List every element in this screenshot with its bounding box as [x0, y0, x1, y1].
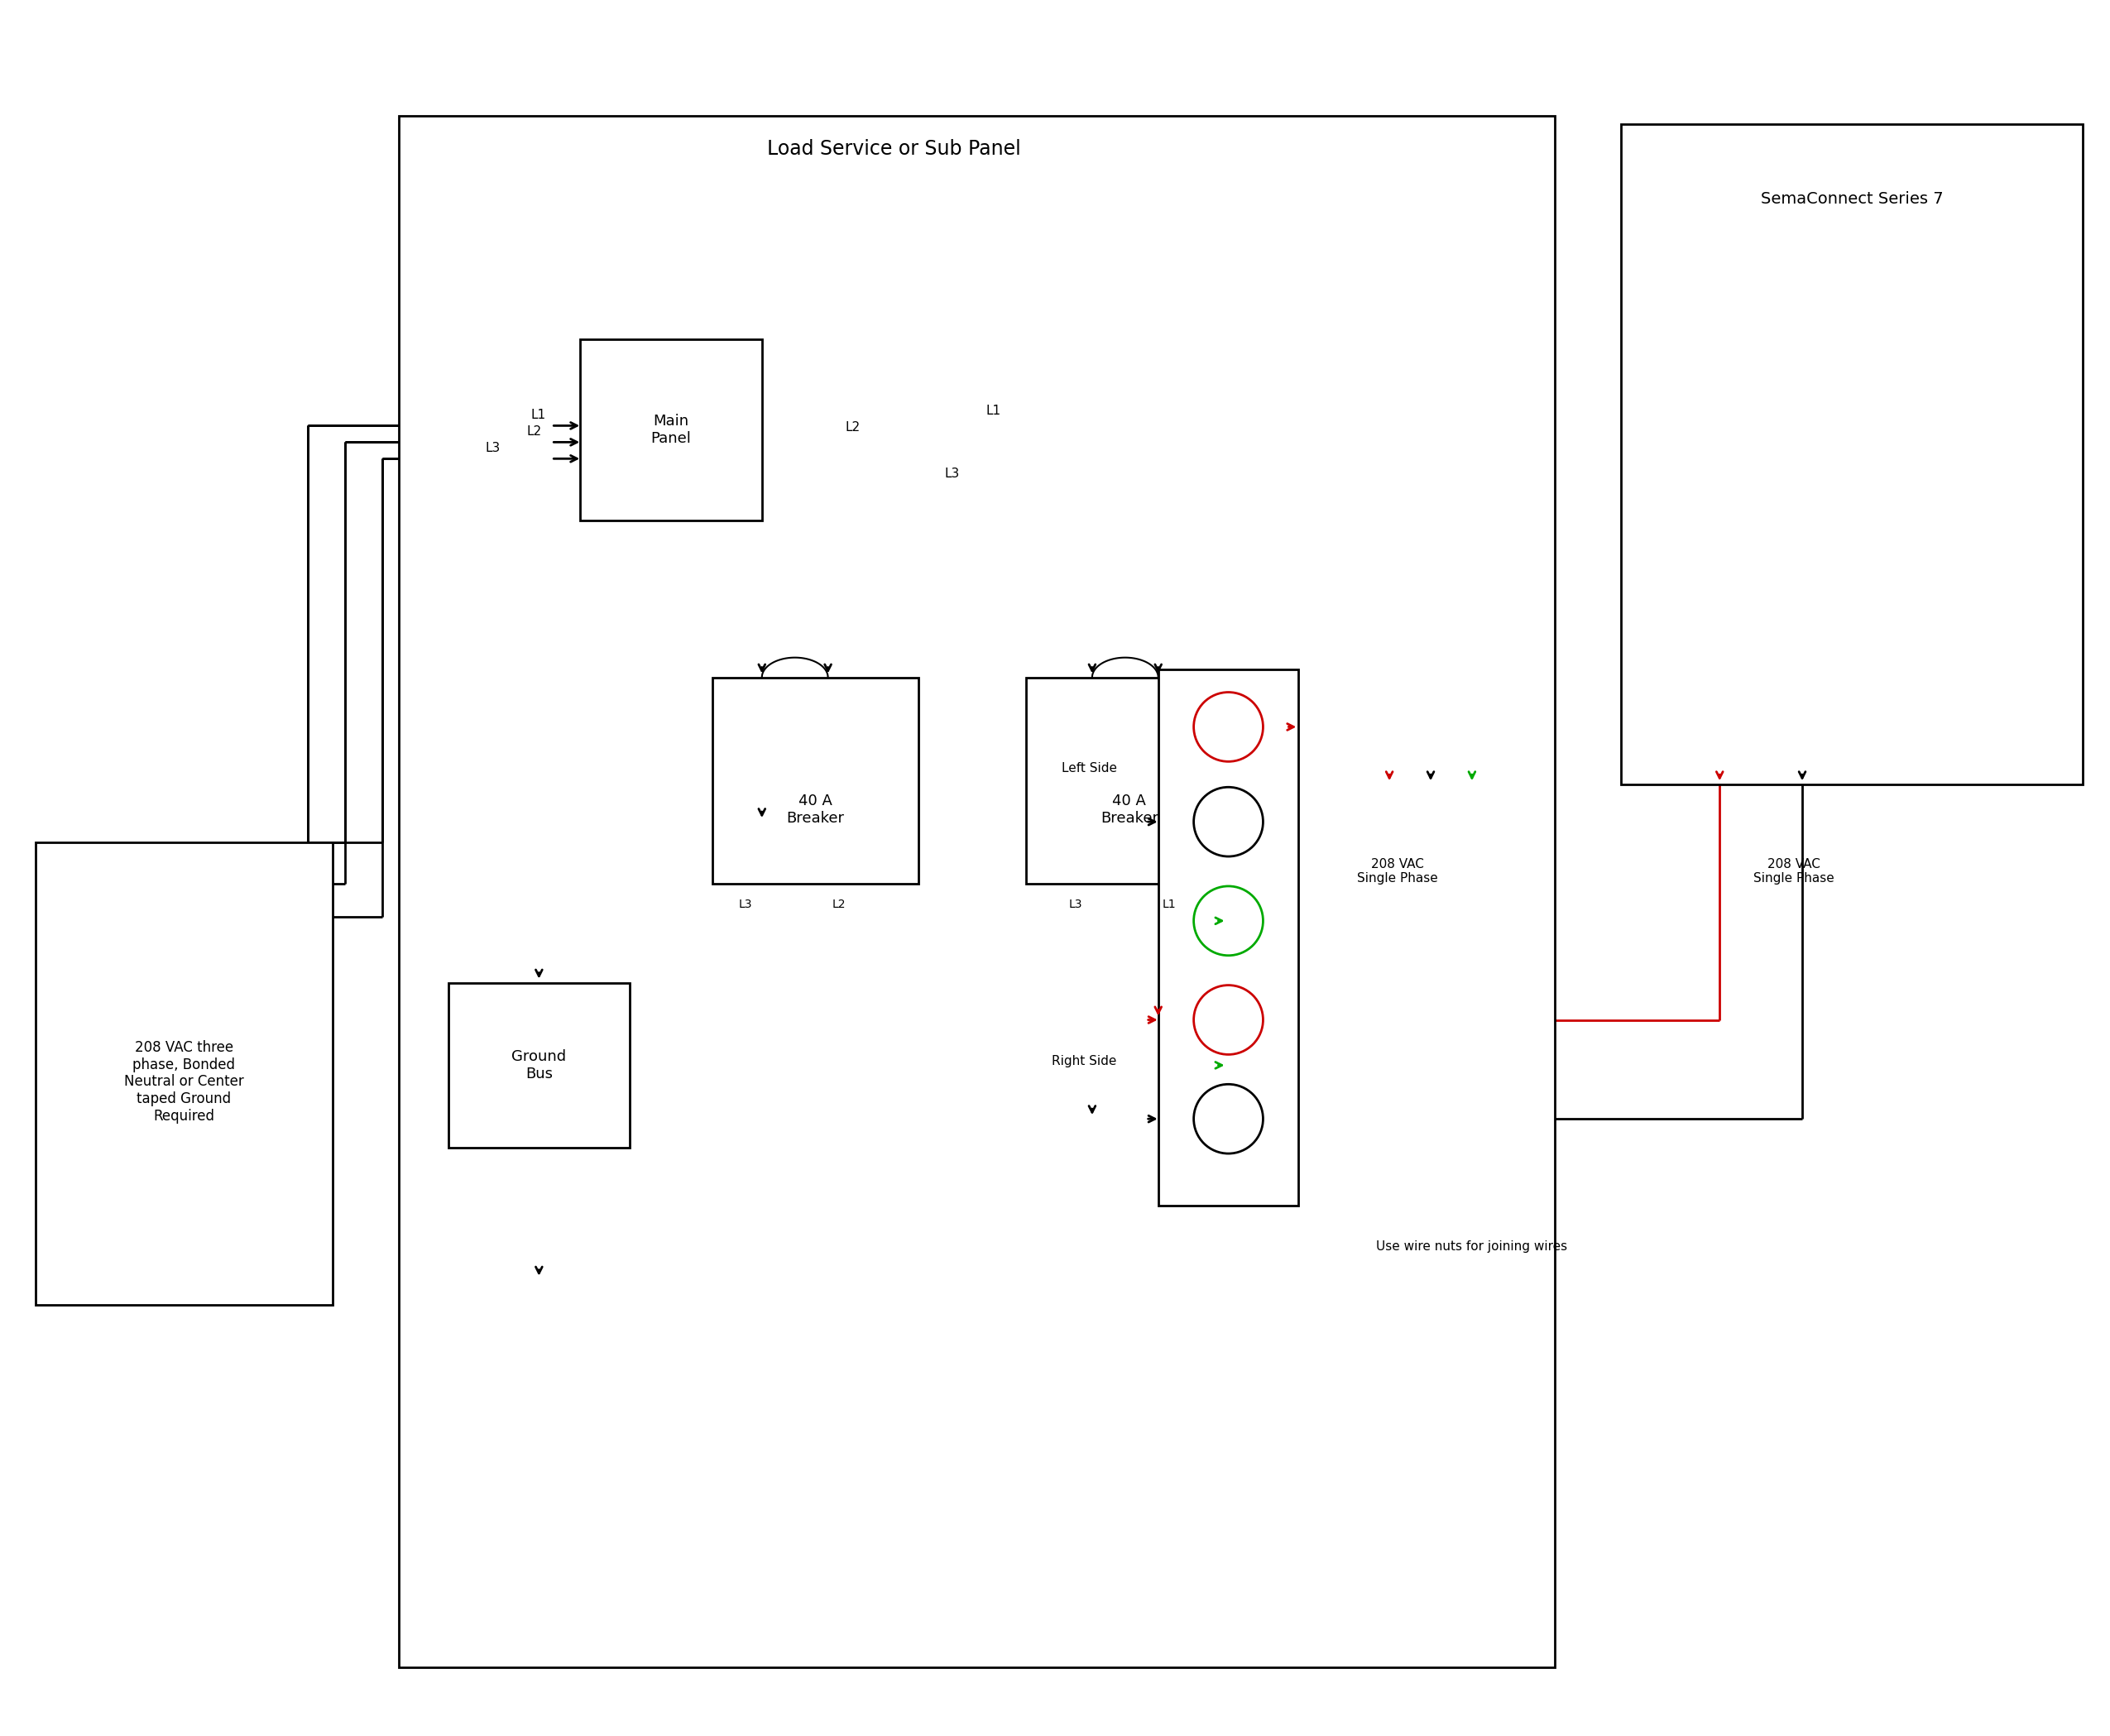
Text: Ground
Bus: Ground Bus [511, 1049, 565, 1082]
Text: Load Service or Sub Panel: Load Service or Sub Panel [768, 139, 1021, 160]
Text: 208 VAC
Single Phase: 208 VAC Single Phase [1753, 858, 1834, 885]
Bar [713, 677, 918, 884]
Bar [399, 116, 1555, 1668]
Text: L2: L2 [846, 422, 861, 434]
Text: 208 VAC three
phase, Bonded
Neutral or Center
taped Ground
Required: 208 VAC three phase, Bonded Neutral or C… [124, 1040, 245, 1123]
Text: 40 A
Breaker: 40 A Breaker [787, 793, 844, 825]
Bar [447, 983, 629, 1147]
Circle shape [1194, 1085, 1264, 1153]
Text: L2: L2 [831, 899, 846, 910]
Text: L1: L1 [985, 404, 1000, 417]
Bar [1620, 125, 2083, 785]
Text: Right Side: Right Side [1053, 1055, 1116, 1068]
Bar [1025, 677, 1232, 884]
Text: 40 A
Breaker: 40 A Breaker [1099, 793, 1158, 825]
Text: L2: L2 [528, 425, 542, 437]
Text: Use wire nuts for joining wires: Use wire nuts for joining wires [1376, 1241, 1568, 1253]
Bar [580, 339, 762, 521]
Text: L3: L3 [1068, 899, 1082, 910]
Bar [36, 842, 333, 1304]
Text: L3: L3 [738, 899, 751, 910]
Text: 208 VAC
Single Phase: 208 VAC Single Phase [1357, 858, 1439, 885]
Text: L3: L3 [485, 441, 500, 455]
Text: L1: L1 [532, 408, 546, 422]
Text: Left Side: Left Side [1061, 762, 1116, 774]
Circle shape [1194, 986, 1264, 1054]
Text: L3: L3 [945, 467, 960, 479]
Text: Main
Panel: Main Panel [650, 413, 692, 446]
Circle shape [1194, 786, 1264, 856]
Circle shape [1194, 693, 1264, 762]
Text: SemaConnect Series 7: SemaConnect Series 7 [1760, 191, 1943, 207]
Bar [1158, 668, 1298, 1205]
Text: L1: L1 [1163, 899, 1175, 910]
Circle shape [1194, 885, 1264, 955]
